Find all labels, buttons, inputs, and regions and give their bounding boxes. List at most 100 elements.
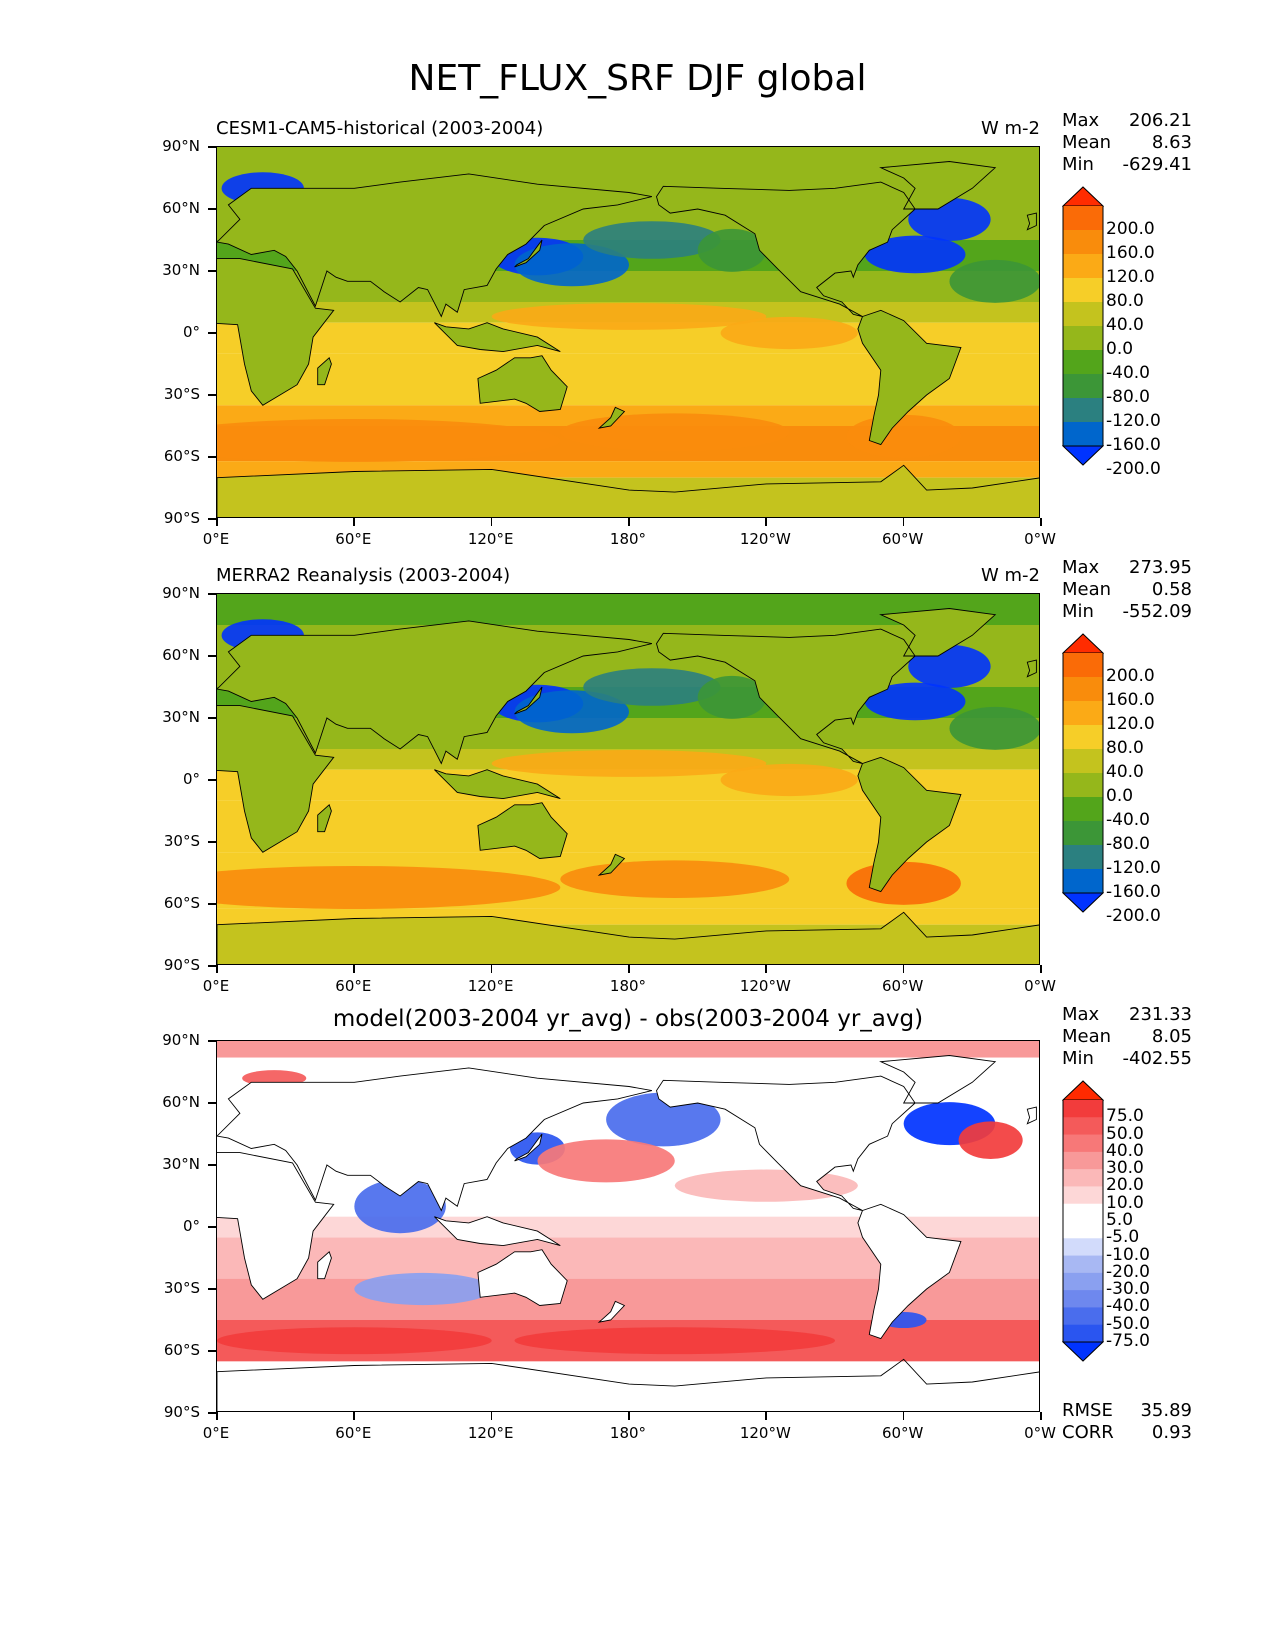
colorbar-svg: [1061, 186, 1105, 466]
x-tick-mark: [353, 1412, 355, 1420]
stat-label: Max: [1062, 110, 1100, 131]
diff-band-0: [217, 1041, 1039, 1058]
x-tick-label: 120°E: [467, 530, 514, 548]
colorbar-segment: [1063, 350, 1103, 375]
colorbar-tick-label: 120.0: [1106, 267, 1155, 287]
stat-value: 0.93: [1151, 1422, 1192, 1443]
colorbar-segment: [1063, 1134, 1103, 1153]
colorbar-tick-label: 5.0: [1106, 1210, 1134, 1230]
colorbar-extend-min: [1061, 445, 1105, 466]
stat-max: Max 273.95: [1062, 557, 1192, 579]
stat-min: Min -402.55: [1062, 1048, 1192, 1070]
x-tick-label: 0°E: [202, 530, 230, 548]
land-10: [317, 1251, 332, 1279]
land-9: [1027, 660, 1037, 677]
coastline-11: [597, 406, 626, 429]
coastline-10: [317, 1251, 332, 1280]
stats-box: Max 231.33 Mean 8.05 Min -402.55: [1062, 1004, 1192, 1070]
y-tick-mark: [208, 456, 216, 458]
stat-value: 8.05: [1151, 1026, 1192, 1047]
y-tick-mark: [208, 270, 216, 272]
colorbar-segment: [1063, 653, 1103, 678]
x-tick-label: 120°W: [739, 1424, 791, 1442]
x-tick-mark: [1040, 518, 1042, 526]
coastline-1: [217, 620, 653, 765]
colorbar-extend-max: [1061, 633, 1105, 654]
map-plot: [216, 593, 1040, 965]
colorbar-tick-label: 30.0: [1106, 1158, 1144, 1179]
stats-box: Max 206.21 Mean 8.63 Min -629.41: [1062, 110, 1192, 176]
stat-label: Min: [1062, 601, 1094, 622]
field-blob-12: [949, 259, 1039, 303]
colorbar-segment: [1063, 1307, 1103, 1326]
y-tick-mark: [208, 146, 216, 148]
y-tick-label: 60°N: [162, 199, 200, 217]
colorbar-tick-label: 40.0: [1106, 315, 1144, 335]
x-tick-label: 60°W: [881, 977, 924, 995]
land-3: [857, 757, 961, 892]
colorbar-frame: [1062, 206, 1104, 446]
x-tick-mark: [628, 1412, 630, 1420]
stat-label: RMSE: [1062, 1400, 1113, 1421]
stat-label: CORR: [1062, 1422, 1114, 1443]
x-tick-label: 0°E: [202, 977, 230, 995]
colorbar-extend-min: [1061, 892, 1105, 913]
colorbar-tick-label: -80.0: [1106, 387, 1150, 407]
land-10: [317, 804, 332, 832]
y-tick-mark: [208, 903, 216, 905]
x-tick-label: 0°W: [1024, 1424, 1056, 1442]
x-tick-mark: [490, 965, 493, 973]
coastline-3: [857, 756, 962, 893]
x-tick-mark: [765, 965, 767, 973]
colorbar: [1061, 633, 1105, 913]
land-2: [656, 1076, 916, 1211]
land-2: [656, 629, 916, 764]
stat-corr: CORR 0.93: [1062, 1422, 1192, 1444]
x-tick-mark: [628, 518, 630, 526]
diff-blob-6: [354, 1272, 492, 1306]
colorbar-tick-label: -50.0: [1106, 1313, 1150, 1334]
field-blob-4: [560, 860, 790, 899]
land-10: [317, 357, 332, 385]
coastline-2: [656, 181, 916, 317]
stat-value: -629.41: [1122, 154, 1192, 175]
field-blob-7: [864, 682, 966, 721]
land-6: [217, 912, 1039, 964]
colorbar-tick-label: -80.0: [1106, 834, 1150, 854]
y-tick-label: 0°: [182, 1217, 200, 1235]
x-tick-label: 120°W: [739, 977, 791, 995]
coastline-0: [217, 1152, 335, 1300]
y-tick-label: 30°N: [162, 1155, 200, 1173]
field-blob-10: [583, 668, 721, 706]
colorbar-segment: [1063, 1186, 1103, 1205]
colorbar-segment: [1063, 797, 1103, 822]
y-tick-label: 60°N: [162, 646, 200, 664]
x-tick-label: 120°W: [739, 530, 791, 548]
colorbar-segment: [1063, 1290, 1103, 1308]
colorbar-frame: [1062, 653, 1104, 893]
y-tick-mark: [208, 1226, 216, 1228]
x-tick-mark: [216, 965, 218, 973]
land-3: [857, 310, 961, 445]
stat-label: Max: [1062, 557, 1100, 578]
y-tick-label: 60°S: [163, 447, 200, 465]
coastline-6: [217, 1358, 1039, 1411]
colorbar-segment: [1063, 1238, 1103, 1257]
stats-box: Max 273.95 Mean 0.58 Min -552.09: [1062, 557, 1192, 623]
field-blob-0: [491, 303, 767, 330]
land-1: [217, 1067, 652, 1211]
x-tick-label: 120°E: [467, 1424, 514, 1442]
colorbar-segment: [1063, 1151, 1103, 1170]
coastline-7: [514, 686, 543, 715]
stat-label: Mean: [1062, 1026, 1112, 1047]
coastline-9: [1026, 1106, 1037, 1125]
world-map-icon: [217, 147, 1039, 517]
colorbar-segment: [1063, 869, 1103, 894]
land-5: [880, 1055, 996, 1103]
x-tick-label: 180°: [609, 1424, 647, 1442]
land-5: [880, 608, 996, 656]
land-1: [217, 620, 652, 764]
colorbar-svg: [1061, 633, 1105, 913]
coastline-0: [217, 705, 335, 853]
coastline-8: [434, 322, 561, 353]
